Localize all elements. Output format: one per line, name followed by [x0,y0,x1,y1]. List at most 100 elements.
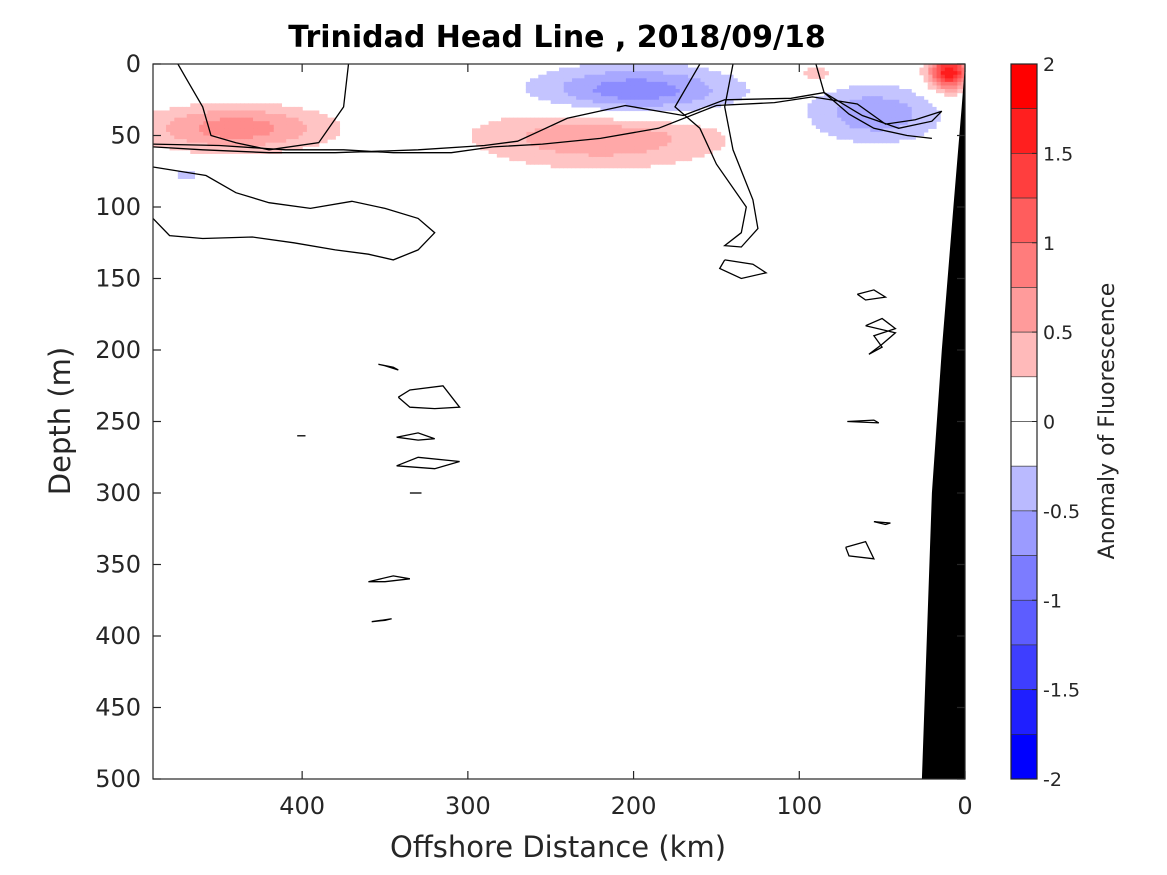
anomaly-cell [679,81,684,87]
anomaly-cell [223,106,229,112]
anomaly-cell [285,131,291,137]
anomaly-cell [919,67,925,72]
anomaly-cell [857,121,863,126]
anomaly-cell [675,81,680,87]
anomaly-cell [492,131,498,137]
anomaly-cell [530,85,535,90]
anomaly-cell [844,114,850,119]
anomaly-cell [869,85,875,90]
anomaly-cell [165,121,171,126]
anomaly-cell [269,121,274,126]
anomaly-cell [530,153,535,158]
anomaly-cell [940,74,945,79]
anomaly-cell [269,139,274,144]
anomaly-cell [530,117,535,122]
anomaly-cell [940,89,945,94]
anomaly-cell [699,146,705,151]
anomaly-cell [289,131,295,137]
anomaly-cell [733,78,738,83]
anomaly-cell [865,106,871,112]
anomaly-cell [563,164,568,169]
anomaly-cell [650,85,655,90]
anomaly-cell [907,106,912,112]
anomaly-cell [505,117,510,122]
anomaly-cell [683,156,689,162]
anomaly-cell [219,117,225,122]
anomaly-cell [699,135,705,140]
anomaly-cell [492,149,498,154]
anomaly-cell [190,131,196,137]
anomaly-cell [588,164,593,169]
anomaly-cell [198,103,204,108]
anomaly-cell [960,71,965,76]
anomaly-cell [641,131,647,137]
anomaly-cell [190,110,196,115]
anomaly-cell [960,67,965,72]
anomaly-cell [293,142,299,147]
anomaly-cell [865,124,871,129]
anomaly-cell [695,139,701,144]
anomaly-cell [177,117,183,122]
anomaly-cell [194,149,200,154]
anomaly-cell [894,96,900,101]
anomaly-cell [612,135,618,140]
anomaly-cell [248,114,254,119]
anomaly-cell [886,110,892,115]
anomaly-cell [869,110,875,115]
anomaly-cell [509,153,515,158]
anomaly-cell [600,81,606,87]
chart-title: Trinidad Head Line , 2018/09/18 [288,20,825,55]
anomaly-cell [289,139,295,144]
anomaly-cell [662,85,668,90]
anomaly-cell [658,92,664,97]
anomaly-cell [173,114,179,119]
anomaly-cell [608,128,614,133]
anomaly-cell [679,103,684,108]
anomaly-cell [956,81,962,87]
anomaly-cell [691,128,697,133]
anomaly-cell [165,135,171,140]
anomaly-cell [882,96,887,101]
anomaly-cell [907,128,912,133]
anomaly-cell [873,103,879,108]
anomaly-cell [811,106,817,112]
anomaly-cell [840,114,846,119]
anomaly-cell [633,128,639,133]
anomaly-cell [327,128,332,133]
anomaly-cell [604,139,610,144]
anomaly-cell [637,164,643,169]
anomaly-cell [235,114,241,119]
anomaly-cell [583,153,589,158]
anomaly-cell [666,67,672,72]
anomaly-cell [625,135,631,140]
anomaly-cell [629,71,635,76]
anomaly-cell [525,156,531,162]
anomaly-cell [824,71,829,76]
anomaly-cell [517,156,523,162]
anomaly-cell [289,124,295,129]
anomaly-cell [173,110,179,115]
anomaly-cell [306,139,312,144]
zero-contour-line [368,575,411,583]
anomaly-cell [650,124,655,129]
anomaly-cell [658,71,664,76]
anomaly-cell [944,71,950,76]
anomaly-cell [890,131,896,137]
anomaly-cell [625,67,631,72]
anomaly-cell [588,160,593,165]
anomaly-cell [206,103,212,108]
anomaly-cell [675,71,680,76]
anomaly-cell [273,124,278,129]
anomaly-cell [650,156,655,162]
colorbar-tick-label: -2 [1043,769,1062,791]
anomaly-cell [849,135,854,140]
anomaly-cell [306,128,312,133]
anomaly-cell [865,117,871,122]
anomaly-cell [704,85,709,90]
anomaly-cell [828,92,834,97]
anomaly-cell [699,149,705,154]
anomaly-cell [554,85,560,90]
anomaly-cell [886,128,892,133]
anomaly-cell [637,103,643,108]
anomaly-cell [298,106,303,112]
